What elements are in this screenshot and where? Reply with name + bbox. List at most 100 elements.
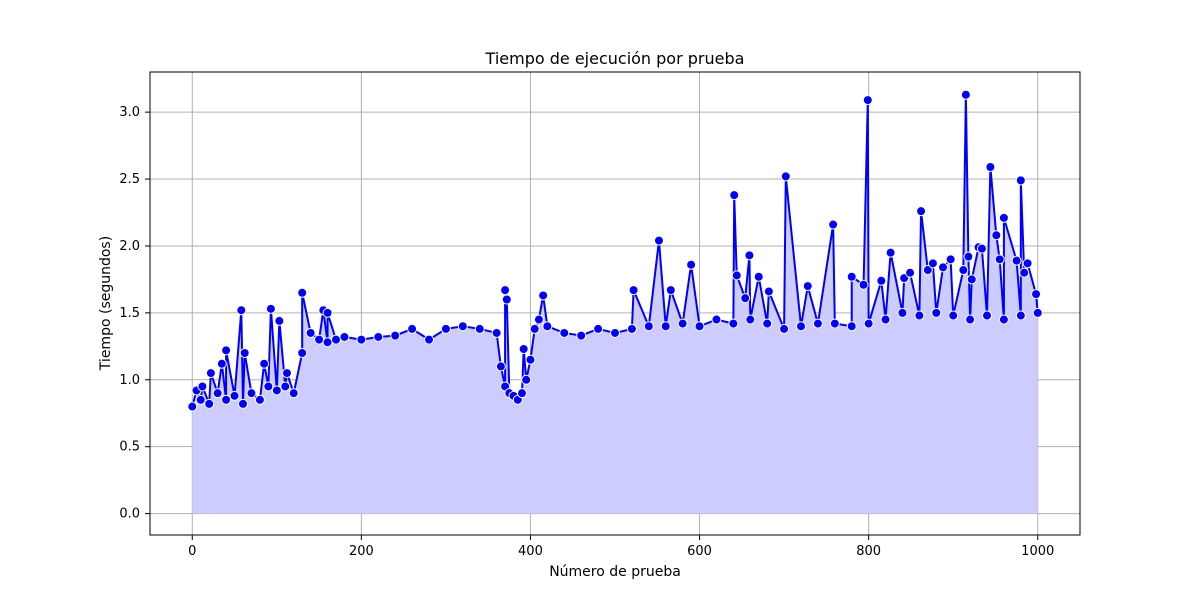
data-point xyxy=(259,358,270,369)
data-point xyxy=(922,265,933,276)
data-point xyxy=(271,385,282,396)
data-point xyxy=(576,330,587,341)
data-point xyxy=(780,171,791,182)
data-point xyxy=(731,270,742,281)
data-point xyxy=(356,334,367,345)
chart-title: Tiempo de ejecución por prueba xyxy=(485,49,745,68)
data-point xyxy=(779,323,790,334)
data-point xyxy=(998,212,1009,223)
data-point xyxy=(905,267,916,278)
data-point xyxy=(876,275,887,286)
data-point xyxy=(305,327,316,338)
data-point xyxy=(529,323,540,334)
data-point xyxy=(728,318,739,329)
data-point xyxy=(288,388,299,399)
data-point xyxy=(517,388,527,399)
data-point xyxy=(281,368,292,379)
data-point xyxy=(538,290,549,301)
data-point xyxy=(802,281,813,292)
data-point xyxy=(829,318,840,329)
data-point xyxy=(763,286,774,297)
data-point xyxy=(236,305,247,316)
x-tick-label: 800 xyxy=(856,544,881,559)
data-point xyxy=(914,310,925,321)
data-point xyxy=(998,314,1009,325)
data-point xyxy=(297,348,308,359)
data-point xyxy=(846,271,857,282)
data-point xyxy=(991,230,1002,241)
data-point xyxy=(960,89,971,100)
data-point xyxy=(390,330,401,341)
data-point xyxy=(263,381,274,392)
data-point xyxy=(762,318,773,329)
x-axis-label: Número de prueba xyxy=(549,564,681,580)
data-point xyxy=(994,254,1005,265)
data-point xyxy=(533,314,544,325)
data-point xyxy=(796,321,806,332)
data-point xyxy=(212,388,223,399)
x-tick-label: 200 xyxy=(349,544,374,559)
data-point xyxy=(521,374,532,385)
data-point xyxy=(491,327,502,338)
data-point xyxy=(628,285,639,296)
data-point xyxy=(1019,267,1030,278)
data-point xyxy=(457,321,468,332)
data-point xyxy=(885,247,896,258)
data-point xyxy=(948,310,959,321)
data-point xyxy=(246,388,257,399)
data-point xyxy=(916,206,927,217)
data-point xyxy=(711,314,722,325)
data-point xyxy=(495,361,506,372)
data-point xyxy=(280,381,291,392)
x-tick-label: 400 xyxy=(518,544,543,559)
y-tick-label: 2.5 xyxy=(119,172,140,187)
x-tick-label: 1000 xyxy=(1021,544,1054,559)
data-point xyxy=(660,321,671,332)
data-point xyxy=(204,398,215,409)
data-point xyxy=(965,314,976,325)
data-point xyxy=(407,323,418,334)
data-point xyxy=(424,334,434,345)
data-point xyxy=(729,190,740,201)
y-tick-label: 1.0 xyxy=(119,373,140,388)
data-point xyxy=(753,271,764,282)
data-point xyxy=(1015,310,1026,321)
data-point xyxy=(205,368,216,379)
data-point xyxy=(195,394,206,405)
data-point xyxy=(610,327,620,338)
data-point xyxy=(976,243,987,254)
data-point xyxy=(559,327,570,338)
data-point xyxy=(740,293,751,304)
data-point xyxy=(880,314,891,325)
data-point xyxy=(653,235,664,246)
data-point xyxy=(297,287,308,298)
data-point xyxy=(1022,258,1033,269)
data-point xyxy=(265,303,276,314)
data-point xyxy=(1011,255,1022,266)
data-point xyxy=(229,390,240,401)
data-point xyxy=(694,321,705,332)
area-fill xyxy=(192,94,1038,514)
data-point xyxy=(863,318,874,329)
data-point xyxy=(1031,289,1042,300)
data-point xyxy=(593,323,604,334)
data-point xyxy=(339,331,350,342)
data-point xyxy=(686,259,697,270)
data-point xyxy=(197,381,208,392)
data-point xyxy=(187,401,198,412)
y-tick-label: 0.5 xyxy=(119,440,140,455)
data-point xyxy=(274,315,285,326)
data-point xyxy=(982,310,992,321)
data-point xyxy=(858,279,869,290)
data-point xyxy=(927,258,938,269)
data-point xyxy=(525,354,536,365)
data-point xyxy=(897,307,908,318)
data-point xyxy=(677,318,688,329)
plot-frame xyxy=(149,71,1081,536)
data-point xyxy=(958,265,969,276)
data-point xyxy=(254,394,265,405)
data-point xyxy=(440,323,451,334)
data-point xyxy=(322,337,333,348)
data-point xyxy=(221,394,232,405)
data-point xyxy=(542,321,553,332)
